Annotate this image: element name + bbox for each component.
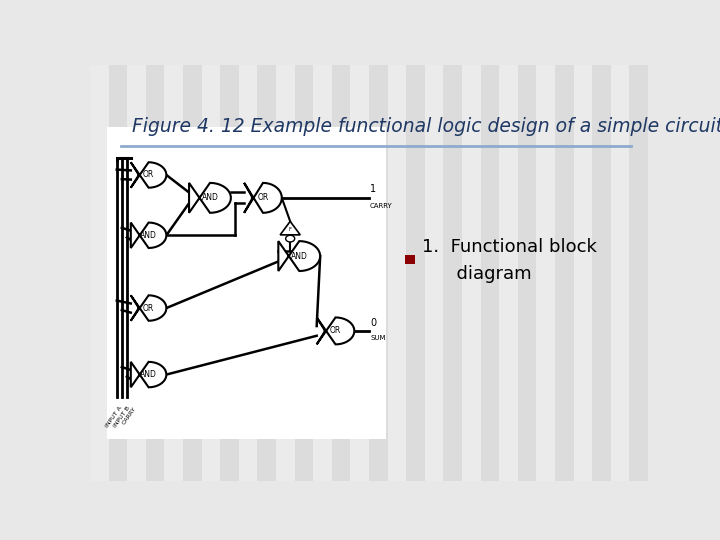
Text: AND: AND — [202, 193, 218, 202]
Bar — [313, 65, 332, 481]
Text: AND: AND — [291, 252, 307, 261]
Text: OR: OR — [143, 303, 154, 313]
PathPatch shape — [131, 162, 166, 188]
Text: OR: OR — [143, 171, 154, 179]
Text: CARRY: CARRY — [370, 203, 393, 209]
PathPatch shape — [189, 183, 231, 213]
Bar — [258, 65, 276, 481]
Bar — [444, 65, 462, 481]
Text: CARRY: CARRY — [122, 406, 138, 426]
Text: AND: AND — [140, 231, 157, 240]
Bar — [462, 65, 481, 481]
PathPatch shape — [131, 222, 166, 248]
Bar — [481, 65, 499, 481]
PathPatch shape — [280, 221, 300, 235]
Bar — [405, 255, 415, 264]
PathPatch shape — [317, 318, 354, 345]
Bar — [202, 65, 220, 481]
Text: diagram: diagram — [422, 265, 531, 283]
Circle shape — [286, 235, 294, 242]
Bar — [220, 65, 239, 481]
Bar — [164, 65, 183, 481]
Bar — [536, 65, 555, 481]
PathPatch shape — [131, 295, 166, 321]
Bar — [499, 65, 518, 481]
Text: Figure 4. 12 Example functional logic design of a simple circuit.: Figure 4. 12 Example functional logic de… — [132, 117, 720, 136]
Text: AND: AND — [140, 370, 157, 379]
Text: INPUT A: INPUT A — [105, 406, 123, 429]
Text: SUM: SUM — [370, 335, 386, 341]
Bar — [109, 65, 127, 481]
PathPatch shape — [244, 183, 282, 213]
Bar — [145, 65, 164, 481]
Bar — [369, 65, 387, 481]
Text: 1.  Functional block: 1. Functional block — [422, 238, 597, 256]
PathPatch shape — [279, 241, 320, 271]
Bar — [351, 65, 369, 481]
Text: 1: 1 — [370, 184, 377, 194]
Text: F: F — [289, 227, 292, 232]
Bar — [127, 65, 145, 481]
Bar — [555, 65, 574, 481]
Bar — [183, 65, 202, 481]
Bar — [611, 65, 629, 481]
Bar — [574, 65, 593, 481]
Bar — [425, 65, 444, 481]
Bar — [276, 65, 294, 481]
Text: INPUT B: INPUT B — [112, 406, 131, 429]
Bar — [90, 65, 109, 481]
Bar — [518, 65, 536, 481]
Bar — [239, 65, 258, 481]
Bar — [294, 65, 313, 481]
Text: OR: OR — [257, 193, 269, 202]
Bar — [629, 65, 648, 481]
Text: OR: OR — [330, 326, 341, 335]
Bar — [593, 65, 611, 481]
Bar — [387, 65, 406, 481]
Bar — [332, 65, 351, 481]
Bar — [107, 127, 386, 439]
Bar — [406, 65, 425, 481]
Text: 0: 0 — [370, 318, 377, 328]
PathPatch shape — [131, 362, 166, 387]
